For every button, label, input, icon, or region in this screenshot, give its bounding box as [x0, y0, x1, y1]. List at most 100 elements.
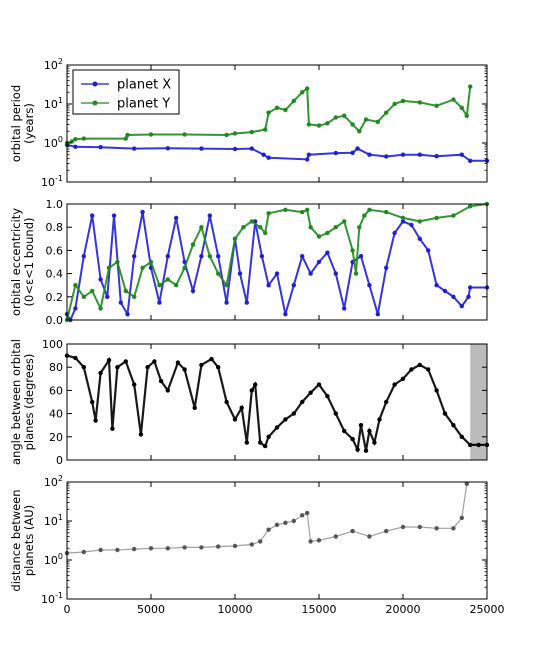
data-point	[115, 259, 120, 265]
data-point	[216, 365, 221, 370]
data-point	[123, 288, 128, 294]
data-point	[73, 144, 78, 149]
data-point	[140, 209, 145, 215]
y-axis-label: orbital eccentricity(0<ε<1 bound)	[9, 208, 36, 316]
data-point	[259, 254, 265, 259]
data-point	[111, 213, 117, 218]
series-planet-x	[64, 209, 490, 323]
data-point	[434, 283, 439, 288]
data-point	[106, 358, 112, 363]
data-point	[224, 132, 229, 138]
data-point	[199, 545, 204, 550]
data-point	[132, 146, 137, 151]
data-point	[357, 129, 362, 134]
data-point	[182, 367, 187, 372]
data-point	[451, 294, 456, 299]
data-point	[308, 271, 313, 276]
series-data	[64, 481, 469, 556]
data-point	[305, 157, 310, 162]
data-point	[367, 428, 372, 434]
legend-box	[72, 69, 180, 115]
data-point	[291, 98, 296, 104]
data-point	[165, 277, 170, 282]
legend-swatch-marker	[92, 81, 98, 87]
data-point	[73, 306, 78, 311]
series-planet-y	[64, 84, 473, 146]
data-point	[392, 101, 397, 107]
data-point	[350, 122, 355, 127]
data-point	[110, 426, 115, 431]
data-point	[363, 117, 369, 122]
data-point	[190, 288, 196, 294]
data-point	[362, 213, 367, 218]
data-point	[115, 365, 120, 370]
data-point	[316, 123, 322, 128]
y-tick-label: 20	[49, 431, 63, 444]
data-point	[249, 129, 254, 135]
panel-angle-between-planes: 0 20 40 60 80 100 angle between orbitalplanes …	[9, 338, 490, 467]
data-point	[182, 545, 187, 550]
data-point	[232, 236, 238, 241]
series-planet-x	[64, 142, 490, 163]
data-point	[459, 434, 464, 439]
data-point	[468, 84, 473, 89]
data-point	[232, 131, 238, 136]
data-point	[417, 362, 422, 368]
data-point	[148, 546, 154, 551]
data-point	[342, 428, 347, 434]
data-point	[237, 271, 243, 276]
data-point	[132, 382, 137, 387]
data-point	[258, 539, 263, 544]
y-tick-label: 0	[56, 454, 63, 467]
series-line	[66, 203, 488, 321]
data-point	[459, 515, 464, 521]
data-point	[367, 152, 372, 157]
data-point	[409, 222, 414, 228]
series-line	[66, 354, 487, 454]
data-point	[90, 399, 95, 405]
data-point	[73, 283, 78, 288]
data-point	[81, 254, 87, 259]
data-point	[190, 242, 196, 247]
data-point	[468, 158, 473, 163]
data-point	[209, 356, 214, 362]
y-axis-label: angle between orbitalplanes (degrees)	[9, 339, 36, 465]
data-point	[125, 132, 130, 138]
data-point	[451, 213, 456, 218]
data-point	[384, 265, 389, 270]
data-point	[342, 113, 347, 118]
data-point	[73, 137, 78, 142]
data-point	[216, 254, 221, 259]
data-point	[417, 236, 422, 241]
data-point	[325, 394, 330, 399]
data-point	[274, 522, 280, 527]
panel-orbital-period: 10-1 100 101 102 orbital period(years) planet…	[9, 57, 490, 189]
series-planet-y	[64, 201, 490, 323]
shaded-region	[470, 344, 487, 460]
data-point	[300, 90, 305, 95]
y-tick-label: 100	[44, 135, 63, 150]
data-point	[90, 288, 95, 294]
data-point	[466, 294, 471, 299]
data-point	[232, 146, 238, 152]
data-point	[367, 207, 372, 212]
data-point	[384, 399, 389, 405]
data-point	[342, 219, 347, 224]
y-tick-label: 40	[49, 408, 63, 421]
data-point	[350, 150, 355, 155]
data-point	[165, 546, 170, 551]
data-point	[199, 362, 204, 368]
y-tick-label: 100	[42, 338, 63, 351]
data-point	[400, 376, 406, 381]
legend: planet X planet Y	[72, 69, 180, 115]
data-point	[207, 254, 212, 259]
data-point	[98, 145, 103, 150]
data-point	[384, 110, 389, 115]
legend-swatch-marker	[92, 100, 98, 106]
data-point	[342, 306, 347, 311]
data-point	[182, 132, 187, 137]
data-point	[239, 405, 244, 410]
data-point	[98, 306, 103, 311]
data-point	[363, 448, 369, 453]
data-point	[283, 312, 288, 317]
